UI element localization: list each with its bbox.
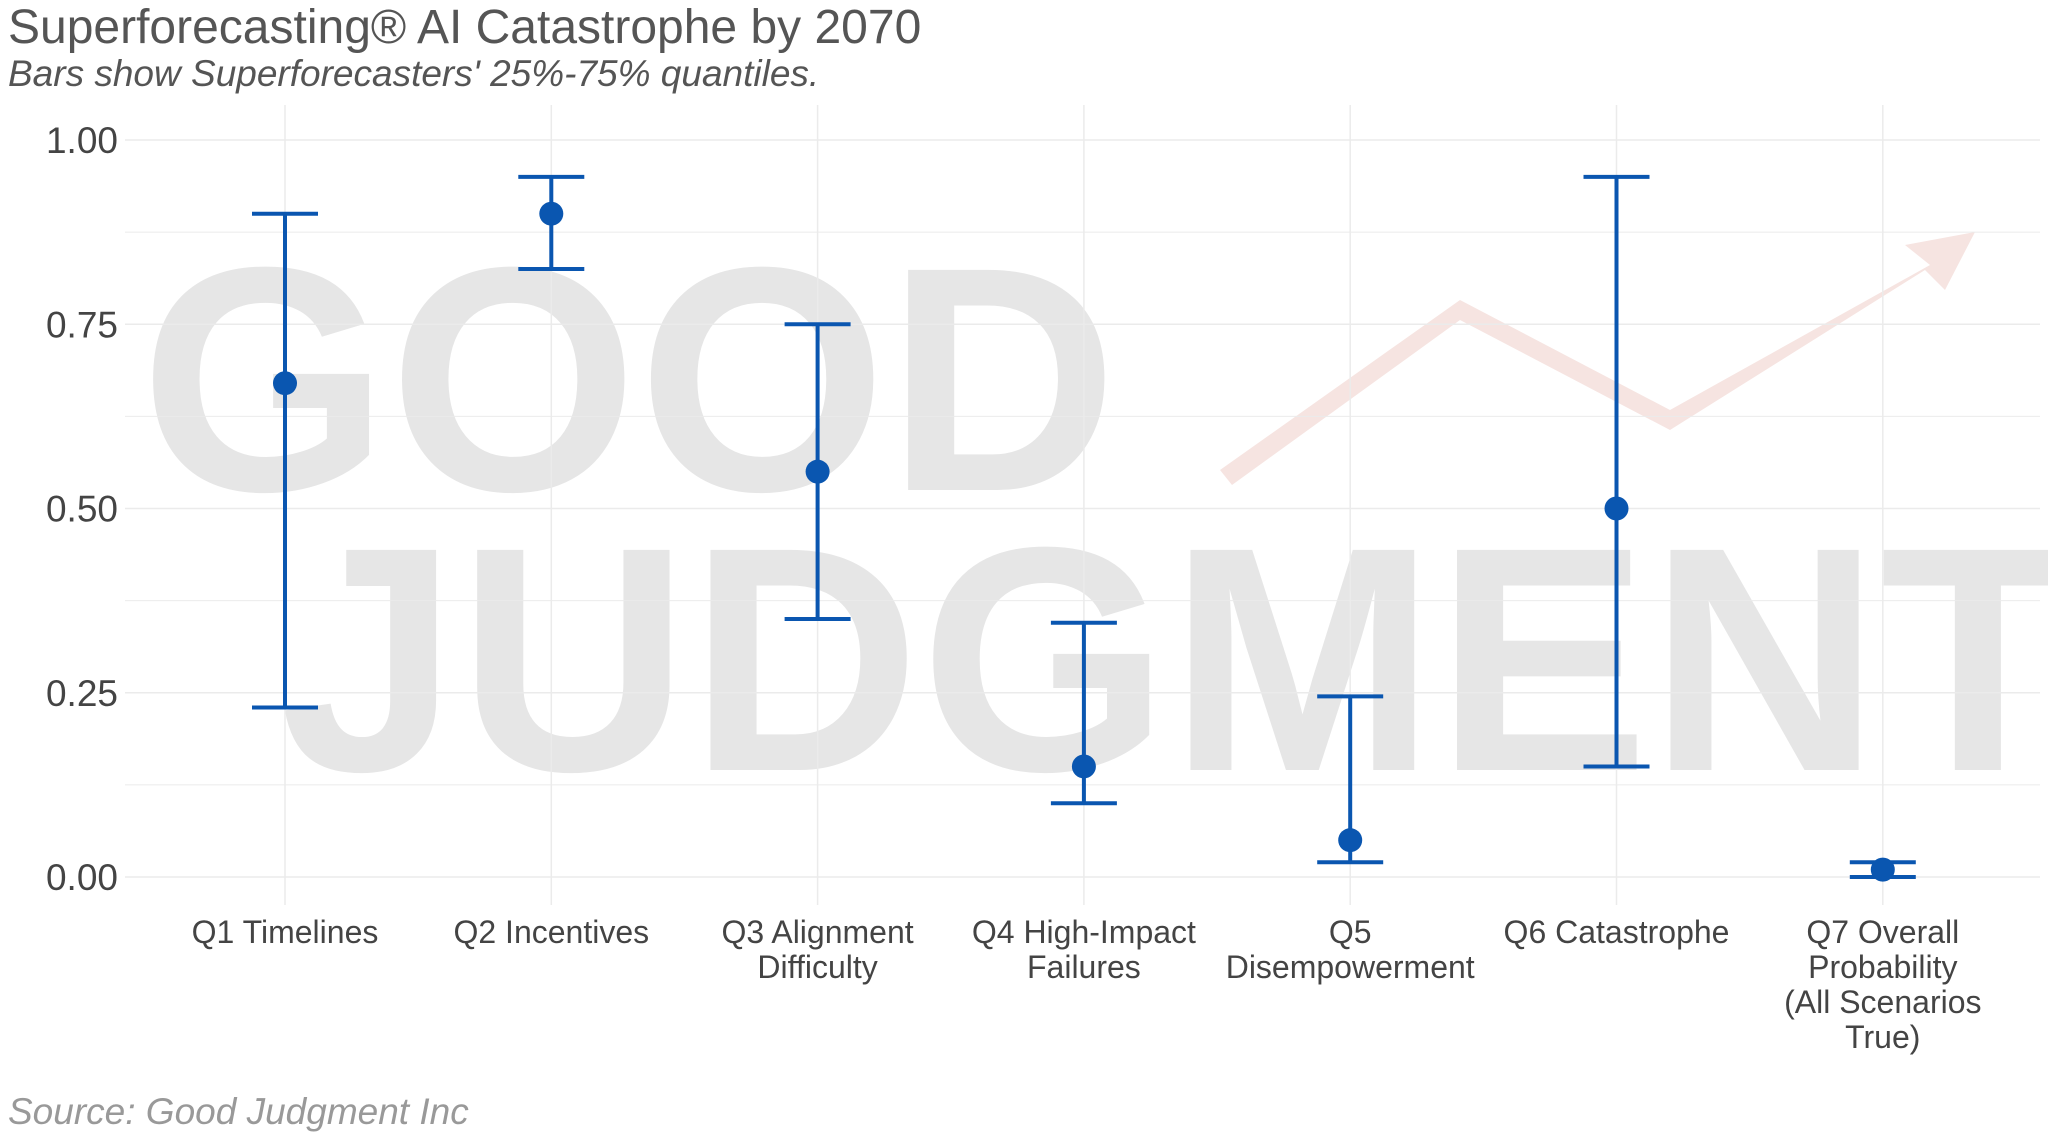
y-tick-label: 0.75 — [46, 304, 118, 345]
median-point — [1870, 857, 1895, 882]
x-tick-label-line: Q1 Timelines — [192, 914, 379, 950]
x-tick-label: Q2 Incentives — [453, 914, 649, 950]
x-tick-label: Q4 High-Impact Failures — [972, 914, 1196, 985]
x-tick-label: Q6 Catastrophe — [1504, 914, 1730, 950]
error-bar-group — [252, 211, 318, 710]
error-bar-group — [518, 174, 585, 271]
chart-subtitle: Bars show Superforecasters' 25%-75% quan… — [8, 53, 820, 94]
x-tick-label-line: Q3 Alignment — [722, 914, 914, 950]
x-tick-label-line: Probability — [1808, 949, 1957, 985]
x-tick-label-line: Q4 High-Impact — [972, 914, 1196, 950]
x-tick-label: Q3 Alignment Difficulty — [722, 914, 914, 985]
chart-title: Superforecasting® AI Catastrophe by 2070 — [8, 1, 922, 54]
x-tick-label: Q5 Disempowerment — [1226, 914, 1475, 985]
x-tick-label-line: Q6 Catastrophe — [1504, 914, 1730, 950]
median-point — [273, 371, 297, 396]
chart-caption: Source: Good Judgment Inc — [8, 1091, 469, 1132]
x-tick-label: Q7 Overall Probability (All Scenarios True) — [1784, 914, 1981, 1055]
median-point — [805, 459, 830, 484]
x-axis: Q1 Timelines Q2 Incentives Q3 Alignment Dif… — [192, 914, 1982, 1055]
error-bar-group — [784, 322, 851, 622]
x-tick-label-line: Q7 Overall — [1806, 914, 1959, 950]
watermark-line1: GOOD — [140, 200, 1118, 558]
x-tick-label-line: Failures — [1027, 949, 1141, 985]
error-bar-group — [1849, 857, 1916, 882]
median-point — [1338, 828, 1363, 853]
data-marks — [252, 174, 1916, 882]
y-axis: 0.00 0.25 0.50 0.75 1.00 — [46, 120, 118, 898]
watermark-arrow-icon — [1220, 232, 1975, 485]
y-tick-label: 0.00 — [46, 857, 118, 898]
y-tick-label: 1.00 — [46, 120, 118, 161]
x-tick-label-line: (All Scenarios — [1784, 984, 1981, 1020]
median-point — [1604, 496, 1629, 521]
error-bar-group — [1317, 694, 1384, 865]
x-tick-label-line: Q5 — [1329, 914, 1372, 950]
y-tick-label: 0.25 — [46, 673, 118, 714]
x-tick-label-line: Q2 Incentives — [453, 914, 649, 950]
good-judgment-watermark: GOOD JUDGMENT — [140, 200, 2048, 838]
x-tick-label-line: True) — [1845, 1019, 1920, 1055]
median-point — [1071, 754, 1096, 779]
watermark-line2: JUDGMENT — [280, 480, 2048, 838]
x-tick-label-line: Difficulty — [757, 949, 877, 985]
x-tick-label-line: Disempowerment — [1226, 949, 1475, 985]
error-bar-group — [1583, 174, 1650, 769]
error-bar-group — [1050, 620, 1117, 806]
y-tick-label: 0.50 — [46, 489, 118, 530]
median-point — [539, 201, 564, 226]
x-tick-label: Q1 Timelines — [192, 914, 379, 950]
